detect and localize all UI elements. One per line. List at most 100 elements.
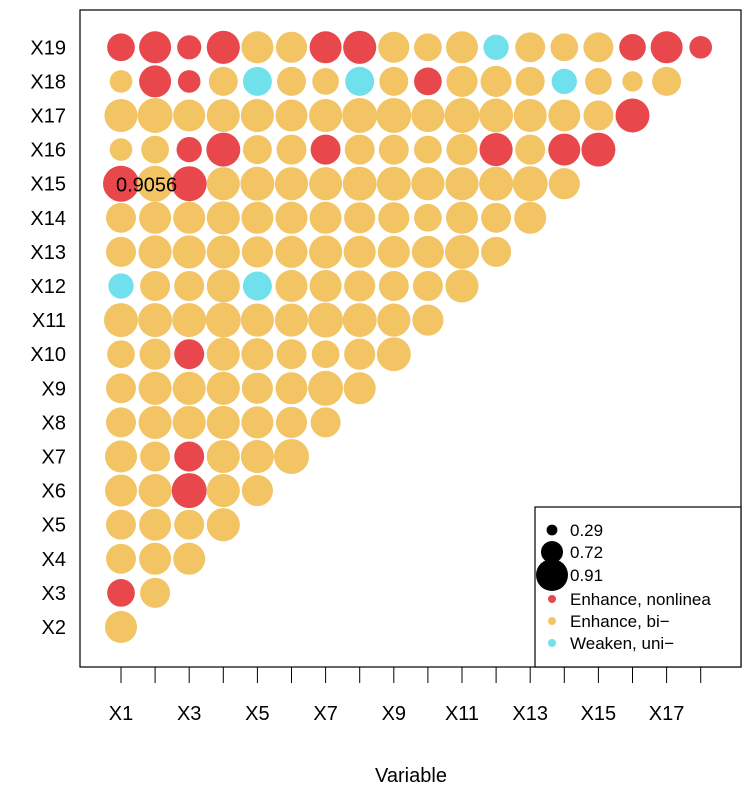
legend-type-symbol [548,617,556,625]
bubble-point [378,31,410,63]
bubble-point [138,235,172,269]
bubble-point [444,98,480,133]
bubble-point [275,269,308,303]
bubble-point [240,166,275,201]
bubble-point [515,134,546,165]
legend-size-symbol [536,559,568,591]
bubble-point [548,133,581,166]
x-axis-labels: X1 X3 X5 X7 X9 X11 X13 X15 X17 [109,703,685,725]
bubble-point [275,235,308,268]
y-tick-label: X12 [30,276,66,298]
bubble-point [583,32,614,63]
x-tick-label: X15 [581,703,617,725]
bubble-point [379,66,409,96]
bubble-point [139,65,172,98]
y-tick-label: X2 [42,617,66,639]
y-tick-label: X18 [30,71,66,93]
bubble-point [411,235,444,268]
bubble-point [107,340,135,369]
bubble-point [206,167,240,201]
bubble-point [240,98,274,133]
bubble-point [242,271,272,301]
bubble-point [276,134,307,165]
bubble-point [274,303,309,337]
y-tick-label: X13 [30,242,66,264]
x-axis-ticks [120,667,702,683]
bubble-point [104,610,138,644]
bubble-point [414,67,442,96]
legend-type-label: Enhance, nonlinea [570,590,711,609]
bubble-point [650,31,683,64]
bubble-point [309,31,342,64]
bubble-point [342,166,377,201]
bubble-point [343,30,377,64]
bubble-point [206,201,240,235]
bubble-point [109,70,133,93]
y-tick-label: X3 [42,583,66,605]
bubble-point [139,338,171,370]
bubble-point [240,303,274,337]
bubble-point [275,31,308,63]
bubble-point [512,166,548,202]
bubbles [103,30,713,644]
bubble-point [310,134,341,165]
bubble-annotation: 0.9056 [116,175,177,197]
bubble-point [548,168,580,200]
bubble-point [174,509,205,540]
bubble-point [445,167,479,201]
bubble-point [274,439,309,474]
bubble-point [445,201,479,234]
bubble-point [344,134,375,165]
legend-type-label: Enhance, bi− [570,612,670,631]
bubble-point [343,372,376,405]
y-axis-labels: X2 X3 X4 X5 X6 X7 X8 X9 X10 X11 X12 X13 X14 X15 X16 X17… [30,37,66,639]
bubble-point [414,135,442,164]
bubble-point [106,407,136,438]
y-tick-label: X6 [42,481,66,503]
bubble-point [378,134,409,165]
bubble-point [622,71,643,92]
bubble-point [139,31,172,64]
bubble-point [139,201,172,234]
bubble-point [276,339,307,370]
bubble-point [241,406,274,439]
x-tick-label: X9 [382,703,406,725]
bubble-point [172,235,206,269]
bubble-point [104,98,138,133]
x-tick-label: X3 [177,703,201,725]
bubble-point [176,136,202,163]
bubble-point [241,31,274,64]
bubble-point [515,32,546,63]
bubble-point [581,132,616,167]
legend: 0.29 0.72 0.91 Enhance, nonlinea Enhance, bi… [534,506,742,668]
bubble-point [376,166,411,201]
bubble-point [551,68,577,95]
bubble-point [308,370,344,406]
bubble-point [445,31,479,64]
bubble-point [106,202,136,233]
bubble-point [240,439,274,474]
bubble-point [241,201,274,234]
bubble-point [206,337,240,371]
y-tick-label: X5 [42,515,66,537]
x-tick-label: X1 [109,703,133,725]
bubble-point [445,269,479,303]
bubble-point [344,270,376,302]
legend-type-symbol [548,639,556,647]
bubble-point [172,405,206,439]
bubble-point [206,439,240,474]
y-tick-label: X7 [42,447,66,469]
bubble-point [483,34,509,60]
bubble-point [174,441,205,472]
bubble-point [689,35,713,59]
bubble-point [583,100,614,131]
bubble-point [206,30,240,64]
legend-size-symbol [546,524,558,536]
bubble-point [106,236,136,267]
bubble-point [137,165,174,202]
bubble-point [140,441,171,472]
bubble-point [104,303,138,338]
bubble-point [411,98,445,133]
bubble-point [277,66,306,96]
